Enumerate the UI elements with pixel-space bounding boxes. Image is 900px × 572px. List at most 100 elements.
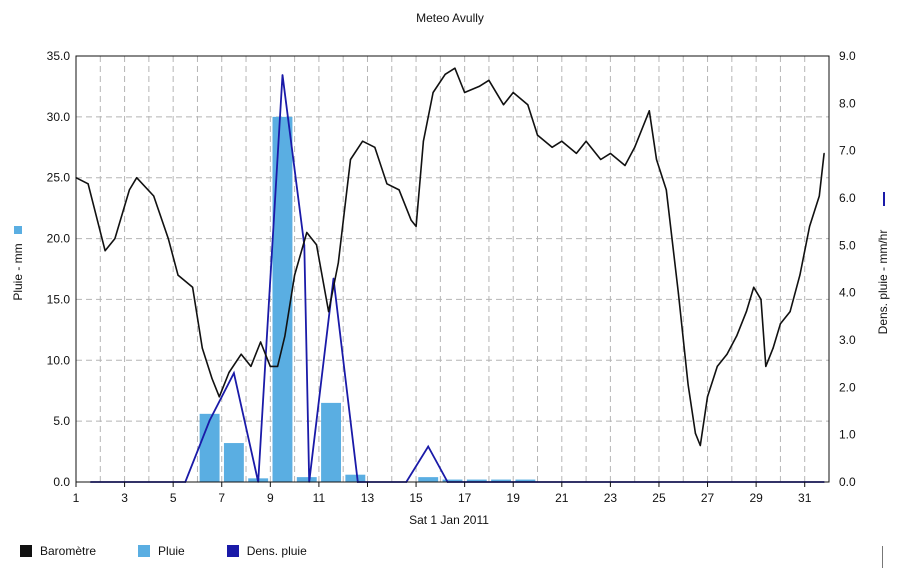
- barometre-point: [386, 183, 388, 185]
- barometre-point: [779, 323, 782, 325]
- barometre-point: [823, 152, 825, 154]
- barometre-point: [432, 91, 434, 94]
- dens-pluie-point: [208, 419, 211, 422]
- barometre-point: [136, 177, 138, 179]
- chart-title: Meteo Avully: [416, 11, 484, 25]
- barometre-point: [745, 311, 748, 313]
- legend-swatch-pluie: [138, 545, 151, 557]
- barometre-point: [726, 353, 728, 355]
- y-left-tick-label: 15.0: [47, 292, 71, 306]
- barometre-point: [250, 365, 252, 367]
- x-tick-label: 7: [218, 491, 225, 505]
- barometre-point: [191, 286, 194, 288]
- x-axis-label: Sat 1 Jan 2011: [409, 513, 489, 527]
- pluie-bar: [466, 479, 487, 482]
- barometre-point: [772, 347, 774, 349]
- x-tick-label: 27: [701, 491, 715, 505]
- x-tick-label: 21: [555, 491, 569, 505]
- y-right-tick-label: 9.0: [839, 49, 856, 63]
- barometre-point: [374, 146, 376, 148]
- barometre-point: [655, 158, 658, 161]
- x-tick-label: 5: [170, 491, 177, 505]
- y-right-tick-label: 6.0: [839, 191, 856, 205]
- series-lines: [75, 67, 825, 483]
- barometre-line: [75, 67, 825, 447]
- legend-label-barometre: Baromètre: [40, 544, 97, 558]
- barometre-point: [128, 189, 131, 191]
- barometre-point: [551, 146, 553, 148]
- barometre-point: [478, 85, 480, 88]
- barometre-point: [765, 365, 767, 367]
- barometre-point: [488, 79, 490, 81]
- barometre-point: [502, 104, 505, 106]
- barometre-point: [687, 384, 689, 386]
- y-axis-right-label: Dens. pluie - mm/hr: [876, 230, 890, 335]
- barometre-point: [512, 91, 514, 94]
- barometre-point: [600, 158, 602, 161]
- x-tick-label: 23: [604, 491, 618, 505]
- barometre-point: [410, 219, 412, 221]
- barometre-point: [337, 262, 339, 264]
- y-right-tick-label: 0.0: [839, 475, 856, 489]
- barometre-point: [349, 158, 352, 161]
- legend-swatch-barometre: [20, 545, 32, 557]
- barometre-point: [153, 195, 155, 197]
- barometre-point: [575, 152, 577, 154]
- x-tick-label: 31: [798, 491, 812, 505]
- barometre-point: [228, 371, 230, 374]
- y-right-tick-label: 8.0: [839, 96, 856, 110]
- x-tick-label: 11: [313, 491, 326, 505]
- pluie-bar: [515, 479, 536, 482]
- barometre-point: [753, 286, 755, 288]
- pluie-bar: [345, 474, 366, 482]
- x-tick-label: 13: [361, 491, 375, 505]
- barometre-point: [167, 237, 169, 240]
- barometre-point: [415, 225, 417, 227]
- dens-axis-swatch: [883, 192, 885, 206]
- barometre-point: [240, 353, 242, 355]
- pluie-axis-swatch: [14, 226, 22, 234]
- barometre-point: [699, 444, 701, 447]
- legend-label-dens-pluie: Dens. pluie: [246, 544, 307, 558]
- barometre-point: [736, 335, 738, 337]
- legend-item-dens-pluie: Dens. pluie: [226, 544, 307, 558]
- legend-item-pluie: Pluie: [138, 544, 185, 558]
- y-left-tick-label: 35.0: [47, 49, 71, 63]
- pluie-bar: [272, 116, 293, 482]
- dens-pluie-point: [233, 372, 235, 374]
- barometre-point: [218, 396, 220, 398]
- barometre-point: [211, 377, 213, 380]
- y-right-tick-label: 4.0: [839, 286, 856, 300]
- right-axis-title: Dens. pluie - mm/hr: [876, 192, 890, 334]
- barometre-point: [104, 250, 106, 252]
- grid: [76, 55, 829, 482]
- pluie-bar: [491, 479, 512, 482]
- legend-item-barometre: Baromètre: [20, 544, 96, 558]
- x-tick-label: 9: [267, 491, 274, 505]
- scan-mark: [882, 546, 883, 568]
- pluie-bar: [442, 479, 463, 482]
- barometre-point: [362, 140, 364, 142]
- barometre-point: [585, 140, 587, 142]
- x-tick-label: 19: [507, 491, 521, 505]
- axes: 0.05.010.015.020.025.030.035.00.01.02.03…: [47, 49, 856, 505]
- legend: Baromètre Pluie Dens. pluie: [20, 544, 349, 558]
- barometre-point: [306, 231, 308, 234]
- y-right-tick-label: 5.0: [839, 238, 856, 252]
- x-tick-label: 25: [652, 491, 666, 505]
- barometre-point: [398, 189, 400, 191]
- barometre-point: [177, 274, 179, 276]
- barometre-point: [328, 311, 330, 313]
- y-right-tick-label: 1.0: [839, 428, 856, 442]
- y-left-tick-label: 20.0: [47, 232, 71, 246]
- barometre-point: [284, 335, 286, 337]
- barometre-point: [277, 365, 279, 367]
- y-left-tick-label: 25.0: [47, 171, 71, 185]
- pluie-bar: [296, 477, 317, 482]
- barometre-point: [561, 140, 563, 142]
- barometre-point: [694, 432, 697, 434]
- pluie-bar: [223, 443, 244, 482]
- barometre-point: [706, 396, 709, 398]
- dens-pluie-point: [427, 445, 430, 448]
